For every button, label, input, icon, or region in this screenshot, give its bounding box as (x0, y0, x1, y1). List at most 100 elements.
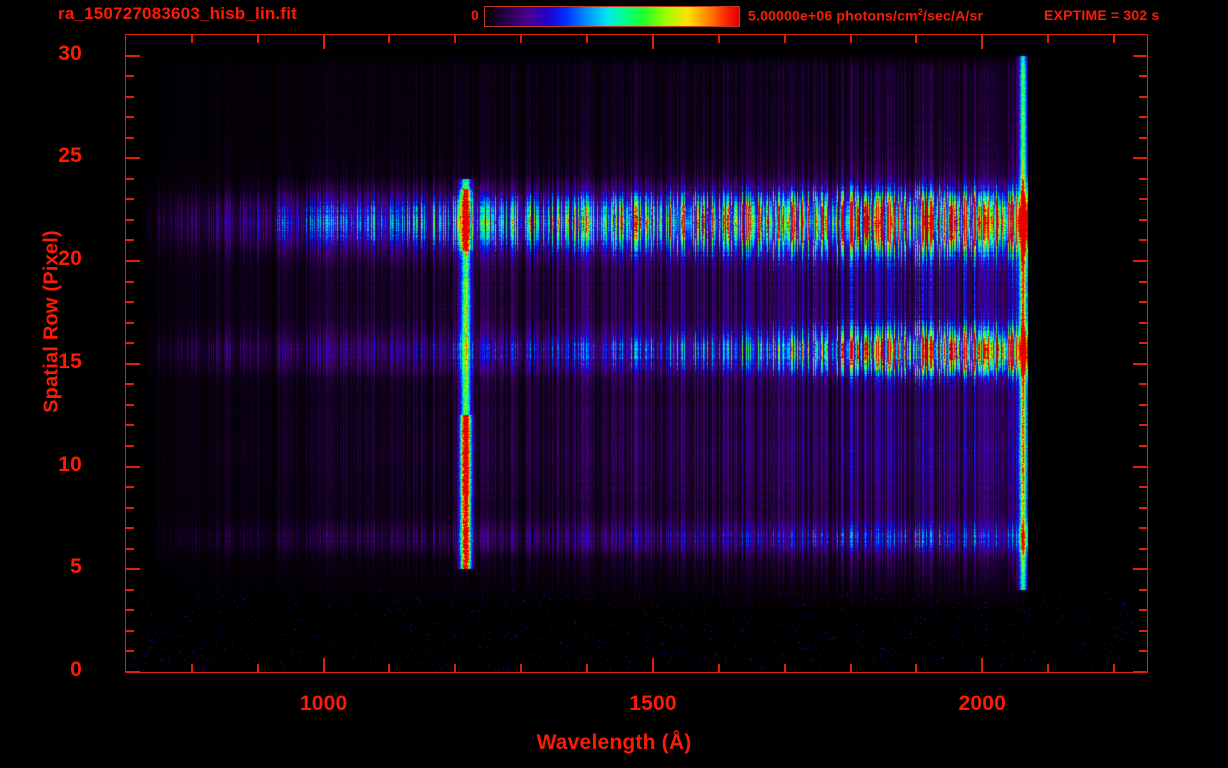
y-tick-10 (126, 465, 140, 468)
x-tick-label-2000: 2000 (958, 692, 1007, 715)
x-tick-2200 (1113, 664, 1116, 672)
y-tick-4 (126, 588, 134, 591)
x-tick-1600 (717, 664, 720, 672)
x-tick-top-1400 (586, 35, 589, 43)
y-tick-right-9 (1139, 486, 1147, 489)
y-tick-right-10 (1133, 465, 1147, 468)
y-tick-1 (126, 650, 134, 653)
y-tick-2 (126, 629, 134, 632)
x-tick-top-1200 (454, 35, 457, 43)
y-tick-7 (126, 527, 134, 530)
y-tick-right-28 (1139, 95, 1147, 98)
x-tick-top-1700 (783, 35, 786, 43)
x-axis-title: Wavelength (Å) (536, 731, 692, 754)
y-tick-right-4 (1139, 588, 1147, 591)
y-tick-19 (126, 280, 134, 283)
y-tick-24 (126, 177, 134, 180)
x-tick-1000 (322, 658, 325, 672)
y-tick-12 (126, 424, 134, 427)
y-tick-9 (126, 486, 134, 489)
y-tick-label-20: 20 (58, 247, 82, 271)
y-tick-23 (126, 198, 134, 201)
x-tick-label-1000: 1000 (299, 692, 348, 715)
x-tick-top-800 (190, 35, 193, 43)
y-tick-right-25 (1133, 157, 1147, 160)
x-tick-1100 (388, 664, 391, 672)
x-tick-top-2200 (1113, 35, 1116, 43)
y-tick-right-2 (1139, 629, 1147, 632)
y-tick-right-1 (1139, 650, 1147, 653)
x-tick-top-1000 (322, 35, 325, 49)
colorbar-min-label: 0 (471, 7, 479, 23)
spectrogram-image (126, 35, 1147, 672)
y-tick-label-5: 5 (70, 555, 82, 579)
colorbar-max-value: 5.00000e+06 photons/cm (748, 7, 918, 24)
y-tick-label-25: 25 (58, 144, 82, 168)
y-tick-right-16 (1139, 342, 1147, 345)
y-tick-25 (126, 157, 140, 160)
y-tick-right-21 (1139, 239, 1147, 242)
y-tick-30 (126, 54, 140, 57)
y-tick-8 (126, 506, 134, 509)
x-tick-2100 (1047, 664, 1050, 672)
y-tick-3 (126, 609, 134, 612)
x-tick-1800 (849, 664, 852, 672)
y-tick-right-24 (1139, 177, 1147, 180)
exptime-label: EXPTIME = 302 s (1044, 7, 1160, 23)
y-tick-right-12 (1139, 424, 1147, 427)
plot-frame (125, 34, 1148, 673)
x-tick-900 (256, 664, 259, 672)
y-tick-22 (126, 218, 134, 221)
y-tick-6 (126, 547, 134, 550)
x-tick-1500 (651, 658, 654, 672)
y-tick-right-30 (1133, 54, 1147, 57)
y-tick-right-23 (1139, 198, 1147, 201)
y-tick-17 (126, 321, 134, 324)
y-tick-20 (126, 260, 140, 263)
x-tick-2000 (981, 658, 984, 672)
y-tick-13 (126, 403, 134, 406)
colorbar-units-tail: /sec/A/sr (922, 7, 984, 24)
y-tick-right-22 (1139, 218, 1147, 221)
y-tick-11 (126, 444, 134, 447)
y-tick-15 (126, 362, 140, 365)
y-tick-18 (126, 301, 134, 304)
x-tick-top-1500 (651, 35, 654, 49)
y-tick-label-15: 15 (58, 349, 82, 373)
y-tick-right-26 (1139, 136, 1147, 139)
y-tick-right-27 (1139, 116, 1147, 119)
y-tick-right-3 (1139, 609, 1147, 612)
y-tick-right-18 (1139, 301, 1147, 304)
x-tick-top-1800 (849, 35, 852, 43)
x-tick-1200 (454, 664, 457, 672)
y-axis-title: Spatial Row (Pixel) (40, 230, 63, 413)
x-tick-top-1300 (520, 35, 523, 43)
page-title: ra_150727083603_hisb_lin.fit (58, 4, 298, 23)
y-tick-label-30: 30 (58, 41, 82, 65)
y-tick-5 (126, 568, 140, 571)
y-tick-27 (126, 116, 134, 119)
y-tick-right-7 (1139, 527, 1147, 530)
y-tick-right-20 (1133, 260, 1147, 263)
x-tick-1700 (783, 664, 786, 672)
x-tick-1400 (586, 664, 589, 672)
x-tick-1300 (520, 664, 523, 672)
y-tick-29 (126, 75, 134, 78)
y-tick-right-14 (1139, 383, 1147, 386)
y-tick-label-10: 10 (58, 452, 82, 476)
x-tick-top-1100 (388, 35, 391, 43)
y-tick-14 (126, 383, 134, 386)
y-tick-28 (126, 95, 134, 98)
y-tick-right-29 (1139, 75, 1147, 78)
colorbar (484, 6, 740, 27)
y-tick-right-6 (1139, 547, 1147, 550)
x-tick-top-1600 (717, 35, 720, 43)
y-tick-right-17 (1139, 321, 1147, 324)
y-tick-label-0: 0 (70, 658, 82, 681)
x-tick-top-2100 (1047, 35, 1050, 43)
y-tick-right-5 (1133, 568, 1147, 571)
y-tick-0 (126, 671, 140, 673)
y-tick-26 (126, 136, 134, 139)
y-tick-right-8 (1139, 506, 1147, 509)
